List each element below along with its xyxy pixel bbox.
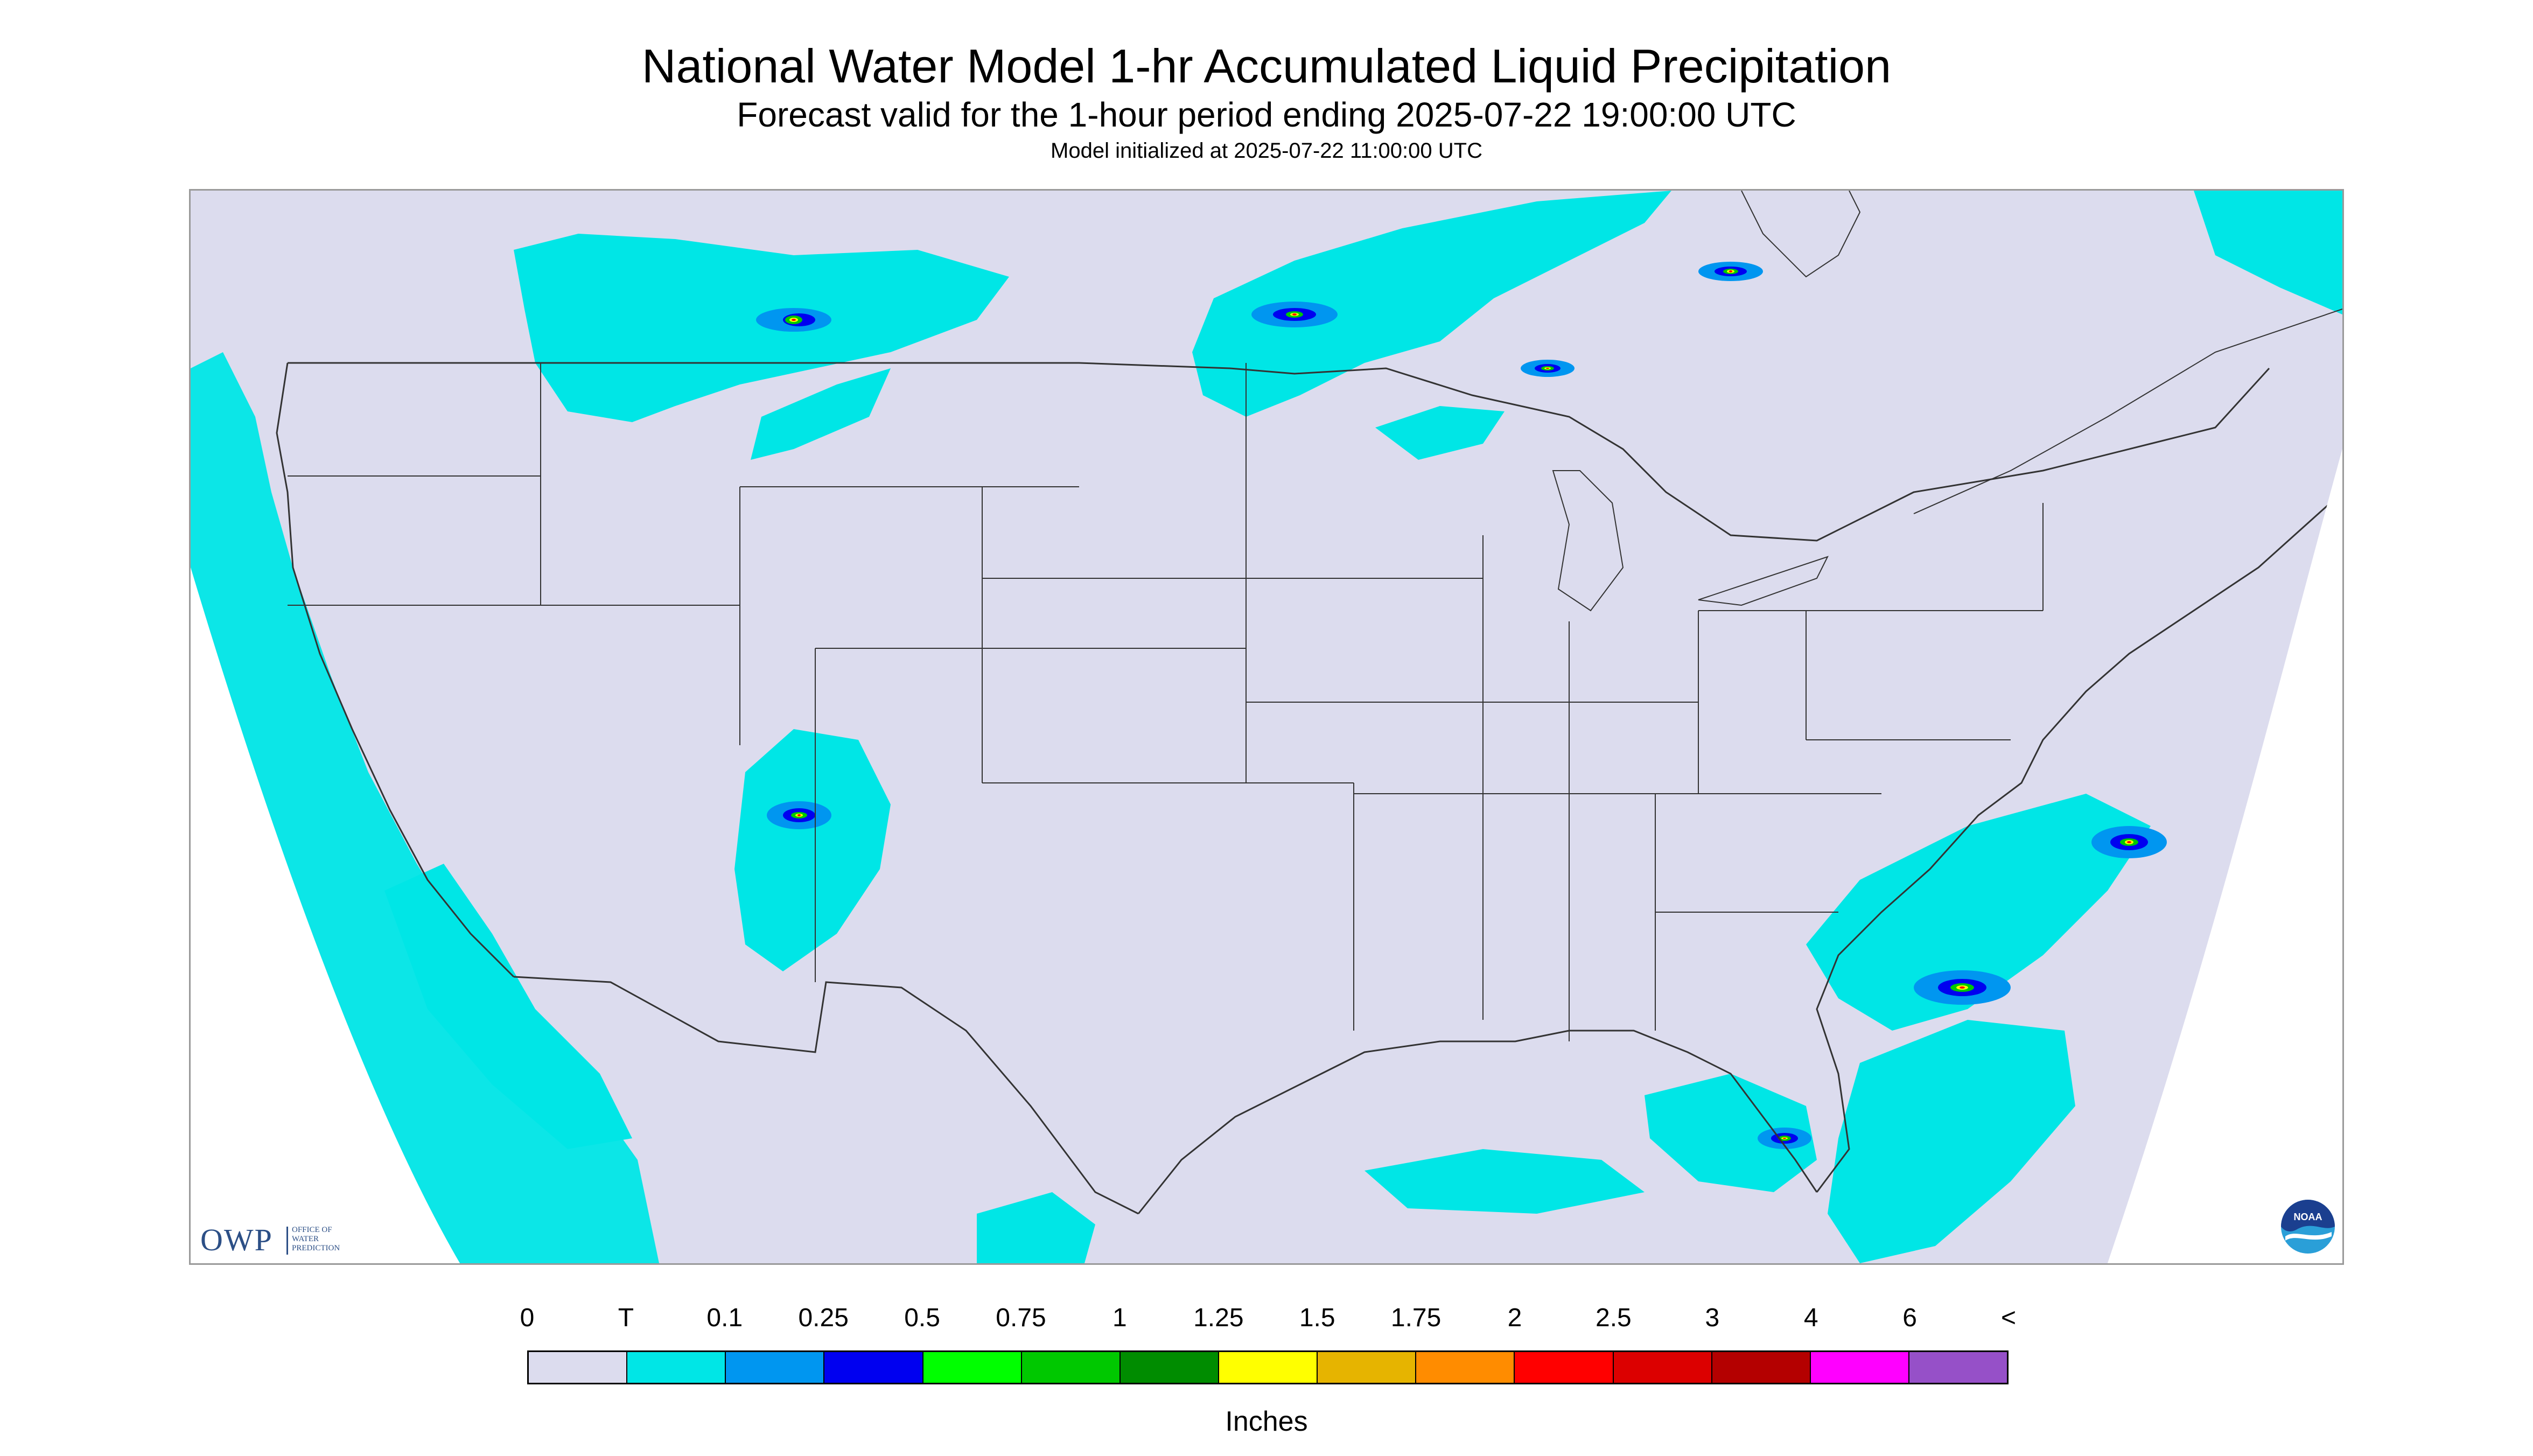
owp-logo-divider (286, 1227, 288, 1255)
legend-tick-label: 0.5 (904, 1304, 940, 1332)
precip-area-atlantic-south (1828, 1020, 2075, 1263)
precip-area-california-inland (384, 864, 632, 1149)
legend-swatch (1416, 1352, 1515, 1383)
gulf-coastline (1137, 1030, 1818, 1214)
outside-domain-east (2108, 449, 2342, 1263)
legend-tick-label: 6 (1902, 1304, 1917, 1332)
legend-tick-label: 1.5 (1299, 1304, 1335, 1332)
legend-tick-label: 1 (1112, 1304, 1127, 1332)
legend-swatch (529, 1352, 628, 1383)
precip-area-dakota-band (751, 368, 891, 460)
legend-tick-label: T (618, 1304, 634, 1332)
legend-color-bar (527, 1350, 2009, 1384)
precip-area-gulf (1365, 1149, 1645, 1214)
forecast-valid-line: Forecast valid for the 1-hour period end… (737, 95, 1796, 134)
noaa-logo: NOAA (2281, 1200, 2335, 1254)
precip-area-upper-michigan (1375, 406, 1505, 460)
legend-swatch (1318, 1352, 1417, 1383)
model-init-line: Model initialized at 2025-07-22 11:00:00… (1051, 139, 1482, 163)
precip-cell (797, 814, 801, 816)
precip-cell (1546, 368, 1549, 369)
legend-tick-label: 0.25 (798, 1304, 849, 1332)
owp-logo: OWP OFFICE OF WATER PREDICTION (200, 1221, 378, 1259)
precip-area-new-mexico (734, 729, 891, 971)
noaa-logo-text: NOAA (2294, 1212, 2322, 1222)
legend-swatch (627, 1352, 726, 1383)
precip-cell (1292, 313, 1297, 316)
legend-units-label: Inches (1225, 1406, 1308, 1437)
legend-swatch (726, 1352, 825, 1383)
legend-tick-label: 1.75 (1390, 1304, 1442, 1332)
precip-cell (1729, 270, 1732, 272)
legend-swatch (824, 1352, 923, 1383)
precip-area-northeast (2194, 191, 2342, 314)
legend-tick-label: 0 (520, 1304, 535, 1332)
legend-swatch (1021, 1352, 1121, 1383)
legend-tick-label: 0.75 (996, 1304, 1046, 1332)
precip-cell (792, 319, 796, 321)
precip-cell (2127, 841, 2131, 843)
precip-cell (1783, 1138, 1786, 1139)
legend-swatch (1810, 1352, 1909, 1383)
hudson-bay-coast (1741, 191, 1861, 278)
lake-erie-shore (1698, 556, 1829, 606)
precip-area-west-coast (191, 352, 659, 1263)
lake-michigan-shore (1552, 470, 1624, 612)
legend-swatch (1219, 1352, 1318, 1383)
map-title: National Water Model 1-hr Accumulated Li… (641, 39, 1892, 93)
legend-tick-label: 2 (1507, 1304, 1522, 1332)
owp-logo-letters: OWP (200, 1222, 273, 1257)
legend-tick-label: 3 (1705, 1304, 1720, 1332)
legend-swatch (1712, 1352, 1811, 1383)
legend-tick-label: 0.1 (706, 1304, 743, 1332)
precip-trace-areas (191, 191, 2342, 1263)
legend-swatch (1120, 1352, 1219, 1383)
legend-tick-label: 2.5 (1596, 1304, 1632, 1332)
legend-tick-label: 1.25 (1193, 1304, 1244, 1332)
precip-area-montana (514, 234, 1009, 422)
legend-tick-labels: 0 T 0.1 0.25 0.5 0.75 1 1.25 1.5 1.75 2 2.5 3 4 6 < (0, 1303, 2533, 1341)
legend-swatch (1909, 1352, 2007, 1383)
owp-logo-subtext: OFFICE OF WATER PREDICTION (292, 1226, 340, 1252)
precip-area-southeast-coast (1806, 794, 2151, 1031)
legend-tick-label: < (2000, 1304, 2017, 1332)
precip-area-minnesota (1192, 191, 1671, 417)
precip-area-mexico (977, 1192, 1095, 1263)
outside-domain-west (191, 568, 460, 1263)
legend-tick-label: 4 (1803, 1304, 1818, 1332)
us-canada-border (288, 362, 2270, 542)
east-coastline (1816, 491, 2342, 1193)
precipitation-map: OWP OFFICE OF WATER PREDICTION NOAA (189, 189, 2344, 1265)
precip-heavy-cells (756, 262, 2167, 1149)
precip-cell (1960, 986, 1965, 989)
st-lawrence-river (1913, 309, 2342, 514)
west-coastline (276, 362, 515, 978)
legend-swatch (1613, 1352, 1712, 1383)
precip-area-florida (1645, 1074, 1817, 1192)
legend-swatch (923, 1352, 1022, 1383)
legend-swatch (1515, 1352, 1614, 1383)
model-domain (191, 191, 2342, 1263)
us-mexico-border (513, 976, 1139, 1215)
map-canvas (191, 191, 2342, 1263)
map-boundaries (276, 191, 2342, 1215)
